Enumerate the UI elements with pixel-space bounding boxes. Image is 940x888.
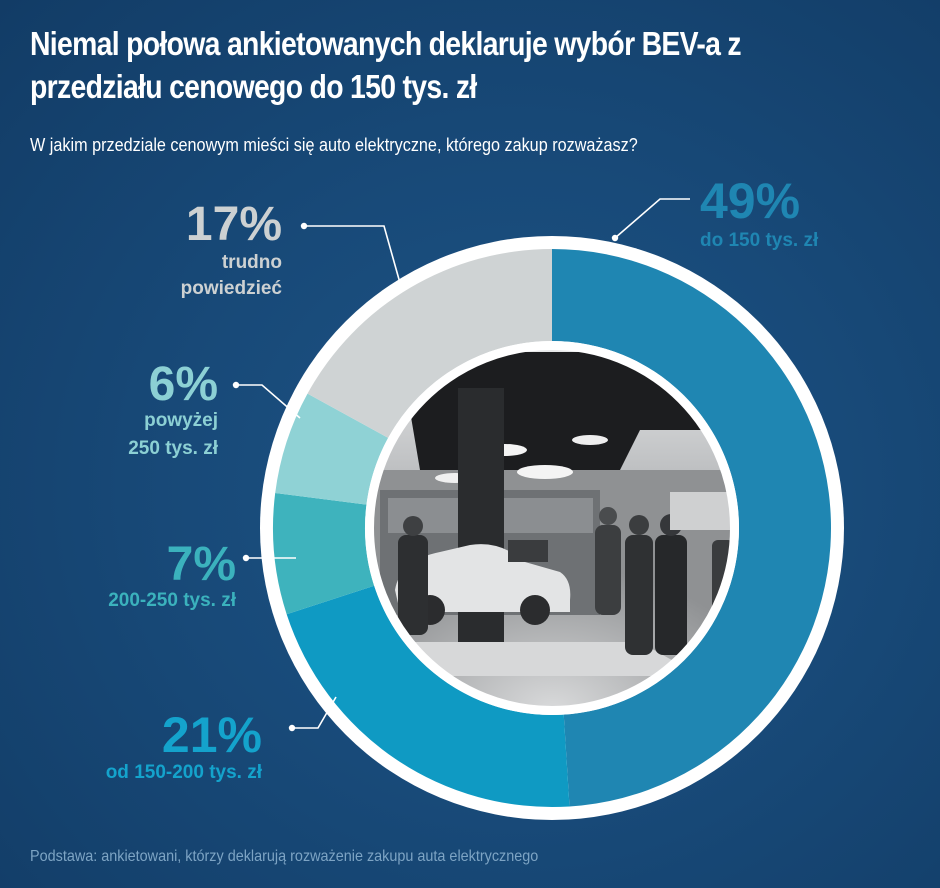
slice-label-4-line-0: trudno: [222, 252, 282, 273]
donut-slice-4: [307, 249, 552, 438]
slice-percent-2: 7%: [167, 538, 236, 591]
leader-dot-4: [300, 222, 308, 230]
leader-line-1: [292, 696, 337, 729]
slice-label-3-line-0: powyżej: [144, 410, 218, 431]
slice-label-1-line-0: od 150-200 tys. zł: [106, 762, 263, 783]
chart-footnote: Podstawa: ankietowani, którzy deklarują …: [30, 848, 539, 865]
slice-percent-0: 49%: [700, 173, 800, 229]
donut-slices: [273, 249, 831, 807]
donut-slice-0: [552, 249, 831, 807]
leader-line-4: [304, 225, 401, 284]
chart-title: Niemal połowa ankietowanych deklaruje wy…: [30, 25, 742, 105]
slice-label-3-line-1: 250 tys. zł: [128, 438, 218, 459]
slice-labels: 49%do 150 tys. zł 21%od 150-200 tys. zł 7%…: [106, 173, 819, 783]
slice-percent-4: 17%: [186, 198, 282, 251]
leader-line-0: [614, 198, 690, 239]
slice-label-2-line-0: 200-250 tys. zł: [108, 590, 237, 611]
slice-percent-1: 21%: [162, 707, 262, 763]
slice-label-4-line-1: powiedzieć: [181, 278, 283, 299]
donut-slice-2: [273, 493, 375, 615]
leader-line-3: [236, 384, 301, 419]
slice-percent-3: 6%: [149, 358, 218, 411]
donut-slice-1: [286, 585, 570, 807]
leader-dot-2: [242, 554, 250, 562]
leader-dot-3: [232, 381, 240, 389]
donut-inner-ring-edge: [372, 348, 732, 708]
chart-subtitle: W jakim przedziale cenowym mieści się au…: [30, 135, 638, 155]
slice-label-0-line-0: do 150 tys. zł: [700, 230, 819, 251]
leader-dot-1: [288, 724, 296, 732]
leader-dot-0: [611, 234, 619, 242]
donut-slice-3: [275, 393, 389, 505]
